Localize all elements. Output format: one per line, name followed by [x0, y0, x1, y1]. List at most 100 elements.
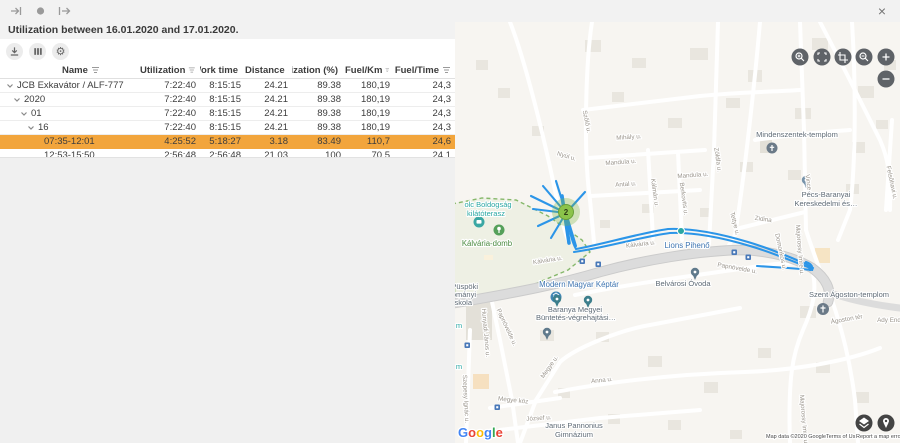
- street-label: Mandula u.: [677, 171, 709, 180]
- filter-icon[interactable]: [442, 66, 451, 74]
- poi-icons[interactable]: [473, 142, 830, 341]
- column-header-fuel-km[interactable]: Fuel/Km: [345, 65, 394, 76]
- filter-icon[interactable]: [91, 66, 100, 74]
- close-button[interactable]: ×: [877, 3, 886, 19]
- bus-stop-icons[interactable]: [464, 249, 752, 411]
- church-icon[interactable]: [817, 303, 829, 315]
- poi-label[interactable]: Belvárosi Óvoda: [654, 278, 712, 289]
- column-header-name[interactable]: Name: [0, 65, 140, 76]
- cell-work-time: 8:15:15: [209, 108, 241, 119]
- church-icon[interactable]: [766, 142, 778, 154]
- poi-label[interactable]: m: [455, 320, 463, 331]
- poi-label[interactable]: Lions Pihenő: [663, 240, 711, 251]
- top-bar: ×: [0, 0, 900, 22]
- column-header-utilization[interactable]: Utilization: [140, 65, 200, 76]
- poi-label[interactable]: Gimnázium: [554, 429, 594, 440]
- download-button[interactable]: [6, 43, 23, 60]
- gear-icon: ⚙: [55, 46, 66, 58]
- table-row[interactable]: 2020 7:22:40 8:15:15 24.21 89.38 180,19 …: [0, 93, 455, 107]
- map-bottom-controls[interactable]: [855, 414, 895, 432]
- fit-bounds-button[interactable]: [813, 48, 831, 66]
- table-row[interactable]: 01 7:22:40 8:15:15 24.21 89.38 180,19 24…: [0, 107, 455, 121]
- poi-label[interactable]: Kereskedelmi és…: [793, 198, 858, 209]
- pin-icon[interactable]: [552, 294, 562, 307]
- column-label: Fuel/Time: [394, 64, 439, 76]
- chevron-down-icon[interactable]: [20, 110, 28, 118]
- poi-labels[interactable]: Mindenszentek-templom Pécs-Baranyai Kere…: [450, 129, 890, 440]
- panel-empty-area: [0, 157, 455, 443]
- street-label: Anna u.: [591, 376, 614, 385]
- zoom-out-button[interactable]: [877, 70, 895, 88]
- column-header-fuel-time[interactable]: Fuel/Time: [394, 65, 455, 76]
- column-header-work-time[interactable]: Work time: [200, 65, 245, 76]
- chevron-down-icon[interactable]: [13, 96, 21, 104]
- zoom-in-area-button[interactable]: [791, 48, 809, 66]
- report-map-error-link[interactable]: Report a map error: [855, 433, 900, 441]
- street-label: Ady End: [877, 317, 900, 324]
- poi-label[interactable]: Kálvária-domb: [461, 238, 514, 249]
- poi-label[interactable]: Modern Magyar Képtár: [538, 279, 620, 290]
- table-row[interactable]: 16 7:22:40 8:15:15 24.21 89.38 180,19 24…: [0, 121, 455, 135]
- cell-utilization-pct: 100: [325, 150, 341, 161]
- table-row-selected[interactable]: 07:35-12:01 4:25:52 5:18:27 3.18 83.49 1…: [0, 135, 455, 149]
- poi-label[interactable]: Baranya Megyei: [547, 304, 604, 315]
- poi-label[interactable]: Püspöki: [450, 281, 479, 292]
- poi-label[interactable]: Szent Ágoston-templom: [808, 289, 890, 300]
- column-header-utilization-pct[interactable]: Utilization (%): [292, 65, 345, 76]
- poi-label[interactable]: skola: [453, 297, 474, 308]
- terms-of-use-link[interactable]: Terms of Use: [825, 433, 860, 441]
- table-row[interactable]: JCB Exkavátor / ALF-777 7:22:40 8:15:15 …: [0, 79, 455, 93]
- zoom-out-area-button[interactable]: [855, 48, 873, 66]
- jump-to-end-icon: [58, 7, 70, 15]
- google-logo: Google: [458, 425, 503, 440]
- report-title: Utilization between 16.01.2020 and 17.01…: [8, 24, 239, 36]
- street-label: Zidina: [754, 215, 772, 224]
- street-label: Mandula u.: [605, 158, 637, 167]
- cell-work-time: 8:15:15: [209, 94, 241, 105]
- cell-work-time: 8:15:15: [209, 80, 241, 91]
- pin-icon[interactable]: [542, 327, 552, 340]
- row-name: 2020: [24, 94, 46, 105]
- tree-icon[interactable]: [493, 224, 505, 236]
- row-name: 07:35-12:01: [44, 136, 95, 147]
- route-point-marker[interactable]: [677, 227, 685, 235]
- poi-label[interactable]: Pécs-Baranyai: [801, 189, 852, 200]
- current-range-icon: [36, 7, 44, 15]
- cell-fuel-km: 70,5: [371, 150, 391, 161]
- column-header-distance[interactable]: Distance: [245, 65, 292, 76]
- viewpoint-camera-icon[interactable]: [473, 216, 485, 228]
- filter-icon[interactable]: [385, 66, 390, 74]
- poi-label[interactable]: Büntetés-végrehajtási…: [535, 312, 617, 323]
- column-label: Work time: [200, 64, 238, 76]
- draw-selection-button[interactable]: [834, 48, 852, 66]
- settings-button[interactable]: ⚙: [52, 43, 69, 60]
- pin-icon[interactable]: [801, 175, 811, 188]
- map-controls[interactable]: [791, 48, 895, 88]
- poi-label[interactable]: m: [455, 361, 463, 372]
- map-canvas[interactable]: 2: [449, 20, 900, 443]
- route-cluster-marker[interactable]: 2: [552, 198, 580, 226]
- poi-label[interactable]: kilátóterasz: [466, 208, 506, 219]
- poi-label[interactable]: Mindenszentek-templom: [755, 129, 839, 140]
- zoom-in-button[interactable]: [877, 48, 895, 66]
- pin-icon[interactable]: [583, 295, 593, 308]
- cell-work-time: 2:56:48: [209, 150, 241, 161]
- filter-icon[interactable]: [188, 66, 196, 74]
- chevron-down-icon[interactable]: [6, 82, 14, 90]
- columns-button[interactable]: [29, 43, 46, 60]
- jump-to-end-button[interactable]: [56, 4, 72, 18]
- layers-button[interactable]: [855, 414, 873, 432]
- chevron-down-icon[interactable]: [27, 124, 35, 132]
- cell-utilization: 7:22:40: [164, 122, 196, 133]
- cell-utilization-pct: 89.38: [317, 108, 341, 119]
- poi-label[interactable]: Janus Pannonius: [544, 420, 604, 431]
- cell-work-time: 5:18:27: [209, 136, 241, 147]
- poi-label[interactable]: ományi: [451, 289, 478, 300]
- poi-label[interactable]: olc Boldogság: [463, 199, 512, 210]
- pin-icon[interactable]: [690, 267, 700, 280]
- location-pin-button[interactable]: [877, 414, 895, 432]
- jump-to-start-button[interactable]: [8, 4, 24, 18]
- column-label: Utilization (%): [292, 64, 338, 76]
- current-range-button[interactable]: [32, 4, 48, 18]
- map-container[interactable]: 2: [449, 20, 900, 443]
